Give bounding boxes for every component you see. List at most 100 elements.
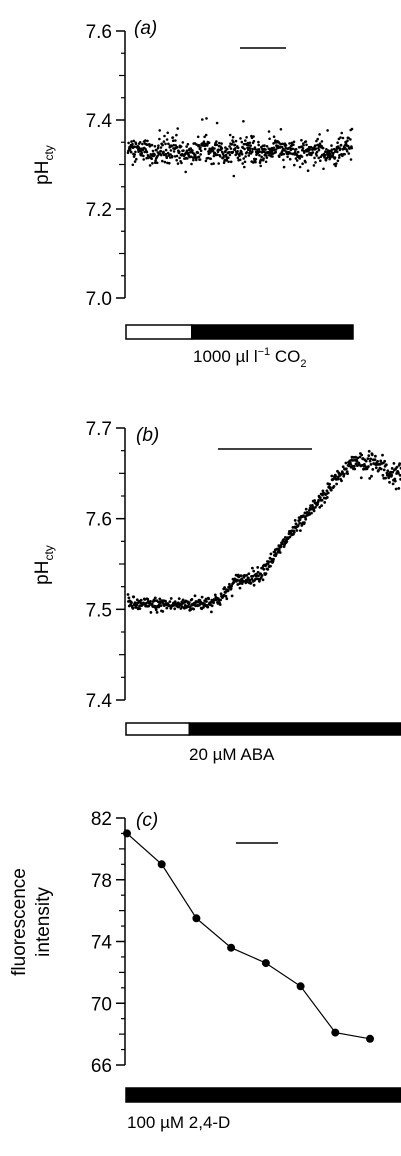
data-point: [313, 144, 317, 147]
data-point: [256, 566, 260, 569]
data-point: [304, 517, 308, 521]
data-point: [220, 142, 223, 145]
data-point: [161, 159, 164, 163]
data-point: [236, 146, 240, 150]
data-point: [319, 159, 322, 162]
data-point: [340, 479, 343, 483]
data-point: [176, 162, 180, 165]
data-point: [367, 454, 371, 457]
treatment-bar-on: [191, 324, 354, 340]
panel-c-label: (c): [136, 810, 158, 831]
treatment-bar-on: [188, 722, 401, 736]
data-point: [242, 120, 245, 123]
data-point: [245, 151, 249, 154]
data-point: [344, 461, 348, 465]
data-point: [315, 150, 319, 154]
data-point: [236, 156, 240, 160]
data-point: [264, 148, 267, 151]
data-point: [168, 161, 171, 165]
data-point: [356, 456, 360, 460]
data-point: [328, 152, 332, 156]
data-point: [272, 135, 276, 138]
data-point: [379, 467, 383, 471]
panel-b-label: (b): [136, 425, 159, 446]
data-point: [334, 164, 338, 168]
data-point: [138, 607, 142, 610]
data-point: [224, 146, 227, 149]
data-point: [326, 129, 329, 132]
data-point: [333, 156, 337, 159]
data-point: [367, 449, 371, 453]
data-point: [397, 471, 400, 475]
data-point: [300, 138, 303, 142]
data-point: [184, 170, 187, 174]
data-point: [382, 468, 386, 472]
data-point: [131, 607, 135, 610]
data-point: [179, 145, 183, 148]
data-point: [251, 566, 254, 570]
data-point: [310, 511, 313, 515]
data-point: [360, 453, 364, 457]
data-point: [344, 467, 348, 471]
data-point: [309, 145, 313, 149]
data-point: [278, 145, 282, 149]
data-point: [238, 586, 242, 590]
data-point: [185, 149, 189, 152]
data-point: [267, 560, 271, 564]
data-point: [138, 141, 142, 144]
data-point: [252, 135, 255, 138]
data-point: [390, 467, 394, 470]
data-point: [352, 464, 356, 468]
data-point: [140, 151, 144, 155]
data-point: [292, 530, 296, 534]
data-point: [199, 146, 202, 149]
data-point: [265, 145, 269, 148]
data-point: [323, 501, 327, 504]
data-point: [345, 150, 349, 153]
series-line: [126, 832, 371, 1040]
data-point: [282, 152, 286, 156]
data-point: [318, 142, 322, 145]
data-point: [269, 564, 272, 568]
data-point: [212, 154, 216, 158]
data-point: [157, 605, 161, 609]
data-point: [239, 574, 243, 578]
y-tick-label: 7.6: [86, 22, 112, 43]
data-point: [298, 521, 301, 525]
data-point: [127, 141, 130, 145]
data-point: [339, 136, 342, 139]
data-point: [191, 149, 194, 152]
data-point: [206, 605, 210, 609]
data-point: [390, 473, 394, 477]
data-point: [337, 156, 341, 159]
treatment-bar-off: [125, 722, 190, 736]
data-point: [202, 606, 205, 609]
data-point: [300, 155, 304, 158]
data-point: [320, 498, 324, 502]
data-point: [295, 159, 299, 162]
data-point: [143, 598, 147, 601]
data-point: [385, 463, 388, 467]
data-point: [169, 149, 173, 152]
y-tick-label: 7.5: [86, 600, 112, 621]
data-point: [330, 474, 334, 478]
data-point: [266, 567, 270, 571]
data-point: [237, 575, 241, 579]
data-point: [205, 600, 208, 603]
data-point: [175, 154, 179, 158]
data-point: [282, 165, 286, 169]
data-point: [265, 156, 269, 159]
data-point: [181, 141, 185, 144]
panel-c: fluorescence intensity (c) 82 78 74 70 66 100…: [9, 809, 401, 1132]
data-point: [205, 117, 208, 120]
data-point: [159, 604, 163, 607]
data-point: [302, 514, 305, 518]
data-point: [359, 476, 363, 480]
data-point: [305, 143, 308, 147]
data-point: [144, 139, 147, 142]
data-point: [229, 160, 233, 164]
data-point: [336, 477, 340, 481]
y-tick-label: 7.2: [86, 200, 112, 221]
data-point: [313, 156, 316, 160]
data-point: [301, 147, 305, 150]
